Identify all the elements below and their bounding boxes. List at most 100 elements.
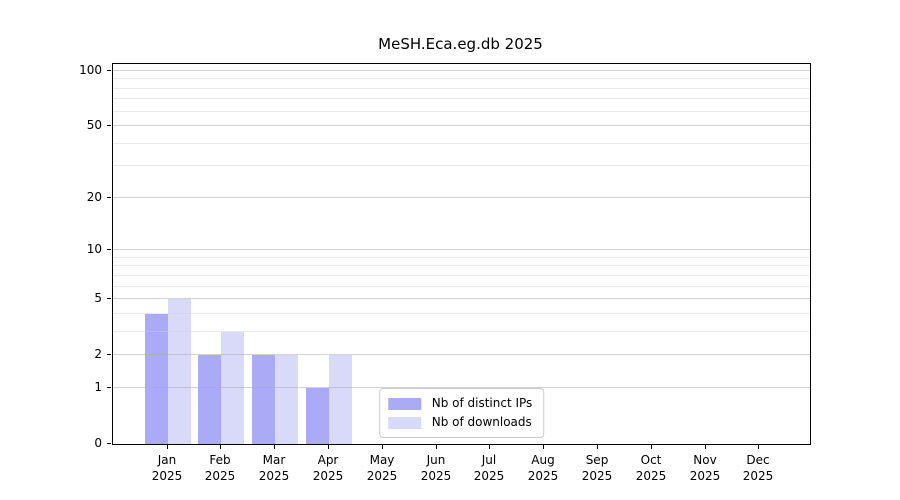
x-tick-label-month: Oct (640, 453, 662, 467)
gridline-y-40 (113, 142, 810, 144)
x-tick-label-may: May 2025 (354, 452, 410, 484)
gridline-y-30 (113, 165, 810, 167)
legend-label-downloads: Nb of downloads (431, 415, 532, 429)
y-tick-10 (107, 249, 111, 250)
y-tick-label-1: 1 (94, 380, 102, 394)
x-tick-dec (758, 445, 759, 449)
bar-nb-of-downloads-apr (329, 355, 353, 444)
bar-nb-of-distinct-ips-mar (252, 355, 276, 444)
x-tick-label-year: 2025 (366, 469, 398, 483)
x-tick-jun (436, 445, 437, 449)
x-tick-label-year: 2025 (420, 469, 452, 483)
x-tick-jan (167, 445, 168, 449)
x-tick-apr (328, 445, 329, 449)
gridline-y-4 (113, 312, 810, 314)
y-tick-label-20: 20 (86, 190, 102, 204)
bar-nb-of-distinct-ips-apr (306, 388, 330, 444)
gridline-y-1 (113, 386, 810, 388)
y-tick-label-100: 100 (79, 63, 102, 77)
gridline-y-9 (113, 256, 810, 258)
legend-item-downloads: Nb of downloads (387, 415, 533, 430)
x-tick-feb (220, 445, 221, 449)
x-tick-label-year: 2025 (581, 469, 613, 483)
gridline-y-6 (113, 285, 810, 287)
x-tick-label-month: Feb (209, 453, 231, 467)
x-tick-label-month: Aug (531, 453, 555, 467)
gridline-y-80 (113, 87, 810, 89)
x-tick-label-dec: Dec 2025 (730, 452, 786, 484)
y-tick-label-10: 10 (86, 242, 102, 256)
gridline-y-10 (113, 249, 810, 251)
x-tick-label-apr: Apr 2025 (300, 452, 356, 484)
x-tick-label-year: 2025 (527, 469, 559, 483)
gridline-y-100 (113, 70, 810, 71)
x-tick-jul (489, 445, 490, 449)
y-tick-5 (107, 298, 111, 299)
x-tick-label-sep: Sep 2025 (569, 452, 625, 484)
bar-nb-of-downloads-mar (275, 355, 299, 444)
legend: Nb of distinct IPs Nb of downloads (378, 388, 545, 438)
x-tick-label-year: 2025 (742, 469, 774, 483)
x-tick-label-month: May (369, 453, 395, 467)
y-tick-0 (107, 443, 111, 444)
x-tick-aug (543, 445, 544, 449)
x-tick-label-mar: Mar 2025 (246, 452, 302, 484)
gridline-y-60 (113, 110, 810, 112)
x-tick-label-year: 2025 (151, 469, 183, 483)
gridline-y-20 (113, 196, 810, 198)
x-tick-oct (651, 445, 652, 449)
legend-swatch-distinct-ips (387, 397, 421, 410)
x-tick-label-year: 2025 (312, 469, 344, 483)
y-tick-20 (107, 197, 111, 198)
legend-item-distinct-ips: Nb of distinct IPs (387, 396, 533, 411)
x-tick-sep (597, 445, 598, 449)
gridline-y-90 (113, 78, 810, 80)
gridline-y-7 (113, 274, 810, 276)
x-tick-label-month: Apr (317, 453, 339, 467)
x-tick-label-year: 2025 (473, 469, 505, 483)
x-tick-label-month: Jun (426, 453, 446, 467)
x-tick-label-year: 2025 (689, 469, 721, 483)
gridline-y-2 (113, 354, 810, 356)
x-tick-label-month: Jan (157, 453, 177, 467)
plot-area: Nb of distinct IPs Nb of downloads (112, 63, 811, 445)
x-tick-label-month: Nov (693, 453, 717, 467)
legend-label-distinct-ips: Nb of distinct IPs (431, 396, 533, 410)
gridline-y-8 (113, 265, 810, 267)
legend-swatch-downloads (387, 416, 421, 429)
x-tick-nov (705, 445, 706, 449)
y-tick-label-50: 50 (86, 118, 102, 132)
bar-nb-of-distinct-ips-feb (198, 355, 222, 444)
x-tick-label-oct: Oct 2025 (623, 452, 679, 484)
y-tick-1 (107, 387, 111, 388)
y-tick-2 (107, 354, 111, 355)
x-tick-label-year: 2025 (258, 469, 290, 483)
x-tick-label-aug: Aug 2025 (515, 452, 571, 484)
bar-nb-of-downloads-jan (167, 299, 191, 444)
x-tick-mar (274, 445, 275, 449)
x-tick-label-nov: Nov 2025 (677, 452, 733, 484)
gridline-y-3 (113, 330, 810, 332)
y-tick-label-0: 0 (94, 436, 102, 450)
bar-nb-of-downloads-feb (221, 332, 245, 444)
y-tick-50 (107, 125, 111, 126)
y-tick-label-2: 2 (94, 347, 102, 361)
gridline-y-50 (113, 125, 810, 127)
gridline-y-70 (113, 98, 810, 100)
x-tick-label-month: Jul (481, 453, 497, 467)
x-tick-label-month: Sep (585, 453, 609, 467)
x-tick-label-year: 2025 (635, 469, 667, 483)
x-tick-may (382, 445, 383, 449)
x-tick-label-month: Dec (746, 453, 770, 467)
x-tick-label-year: 2025 (204, 469, 236, 483)
y-tick-label-5: 5 (94, 291, 102, 305)
x-tick-label-jun: Jun 2025 (408, 452, 464, 484)
gridline-y-5 (113, 298, 810, 300)
bar-nb-of-distinct-ips-jan (144, 314, 168, 444)
x-tick-label-month: Mar (262, 453, 286, 467)
chart-title: MeSH.Eca.eg.db 2025 (378, 35, 543, 53)
x-tick-label-feb: Feb 2025 (192, 452, 248, 484)
x-tick-label-jul: Jul 2025 (461, 452, 517, 484)
y-tick-100 (107, 70, 111, 71)
